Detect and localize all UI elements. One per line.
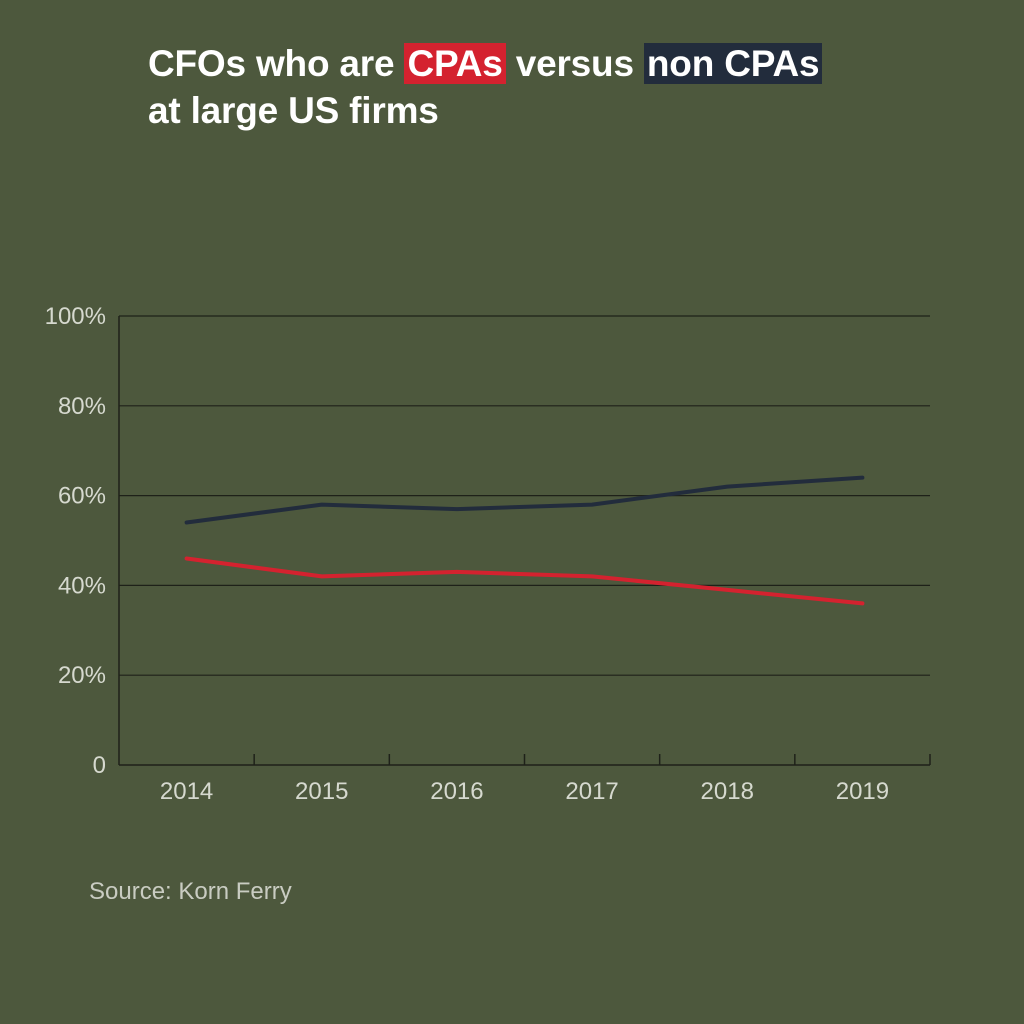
x-tick-label: 2014 [160, 778, 213, 805]
x-tick-label: 2018 [701, 778, 754, 805]
y-tick-label: 60% [58, 483, 106, 510]
x-tick-label: 2016 [430, 778, 483, 805]
x-tick-label: 2015 [295, 778, 348, 805]
source-note: Source: Korn Ferry [89, 878, 292, 906]
series-line-cpas [187, 559, 863, 604]
y-tick-label: 40% [58, 572, 106, 599]
y-tick-label: 100% [45, 303, 106, 330]
y-tick-label: 20% [58, 662, 106, 689]
x-tick-label: 2017 [565, 778, 618, 805]
line-chart: 0 20% 40% 60% 80% 100% 2014 2015 2016 2017 2018 201… [0, 0, 1024, 1024]
series-line-non-cpas [187, 478, 863, 523]
x-tick-label: 2019 [836, 778, 889, 805]
chart-canvas: CFOs who are CPAs versus non CPAs at lar… [0, 0, 1024, 1024]
y-tick-label: 0 [93, 752, 106, 779]
y-tick-label: 80% [58, 393, 106, 420]
